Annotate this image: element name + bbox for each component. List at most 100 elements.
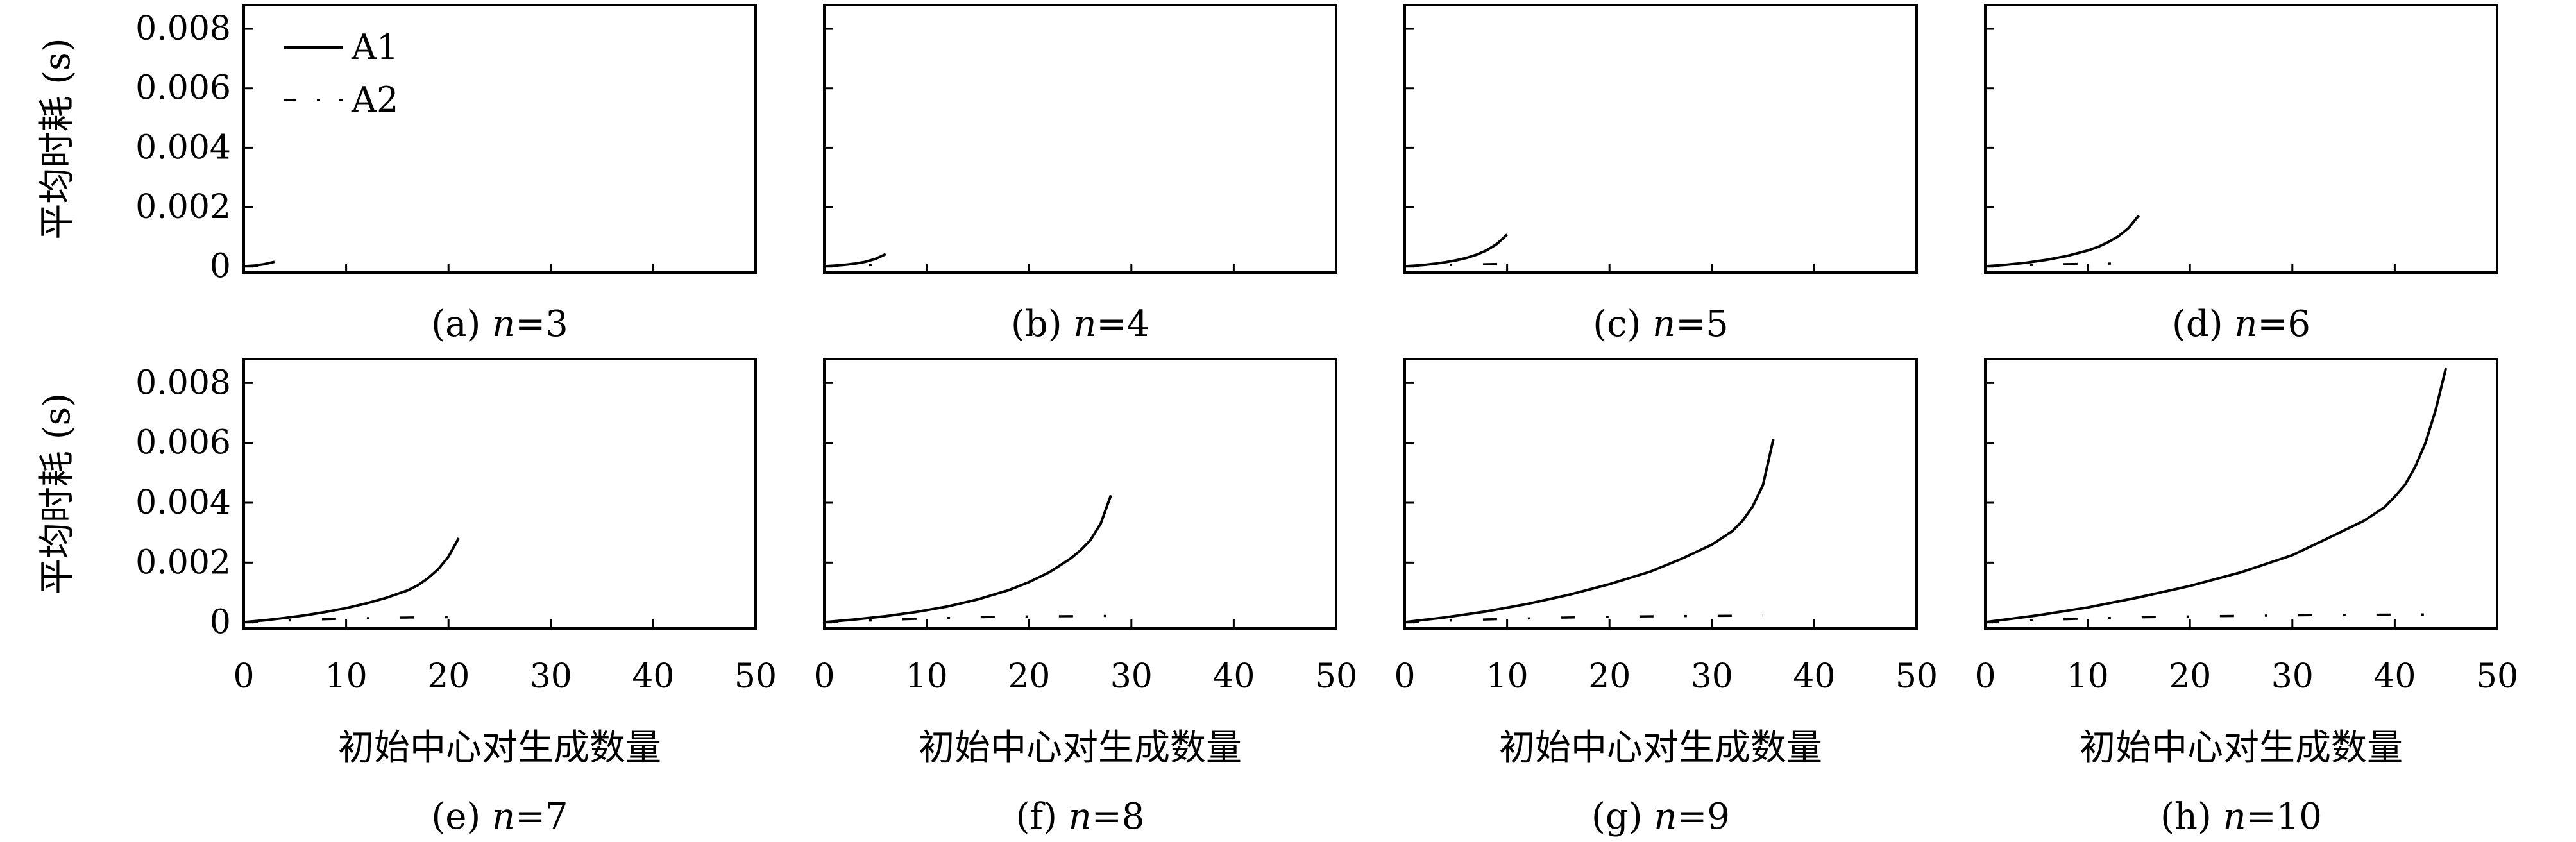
panel-caption: (h) n=10	[2160, 796, 2322, 838]
series-line-a2	[824, 264, 886, 268]
caption-prefix: (h)	[2160, 796, 2223, 838]
caption-prefix: (e)	[431, 796, 492, 838]
panel-caption: (c) n=5	[1593, 303, 1729, 345]
x-tick-label: 40	[1212, 657, 1255, 696]
series-line-a1	[824, 253, 886, 268]
x-axis-title: 初始中心对生成数量	[338, 727, 661, 769]
series-line-a1	[1404, 439, 1775, 624]
panel-caption: (g) n=9	[1591, 796, 1730, 838]
chart-panel-5: 0 10 20 30 40 50 初始中心对生成数量 (f) n=8	[813, 358, 1357, 838]
x-tick-label: 10	[906, 657, 948, 696]
x-tick-label: 30	[530, 657, 572, 696]
chart-panel-4: 0.008 0.006 0.004 0.002 00 10 20 30 40 50 平均时耗 (s)…	[37, 358, 777, 838]
caption-value: =3	[515, 303, 568, 345]
y-tick-label: 0	[210, 248, 231, 286]
caption-value: =9	[1677, 796, 1730, 838]
x-tick-label: 50	[1315, 657, 1357, 696]
caption-variable: n	[492, 796, 515, 838]
chart-panel-2: (c) n=5	[1403, 4, 1918, 345]
caption-variable: n	[2234, 303, 2257, 345]
series-line-a2	[1985, 613, 2446, 623]
plot-frame	[823, 358, 1337, 630]
series-line-a1	[1985, 367, 2448, 624]
caption-prefix: (b)	[1011, 303, 1073, 345]
y-tick-label: 0.008	[135, 10, 231, 48]
caption-variable: n	[1654, 796, 1677, 838]
y-axis-title: 平均时耗 (s)	[37, 393, 78, 594]
x-tick-label: 30	[1110, 657, 1153, 696]
x-tick-label: 40	[1793, 657, 1835, 696]
legend-label-a1: A1	[351, 27, 398, 67]
caption-value: =5	[1675, 303, 1729, 345]
plot-frame	[1403, 358, 1918, 630]
caption-variable: n	[2223, 796, 2246, 838]
y-tick-label: 0.002	[135, 543, 231, 582]
plot-frame	[1984, 4, 2498, 274]
legend-label-a2: A2	[351, 80, 398, 120]
x-tick-label: 0	[813, 657, 835, 696]
y-tick-label: 0.002	[135, 188, 231, 226]
x-tick-label: 0	[233, 657, 254, 696]
y-tick-label: 0.006	[135, 69, 231, 108]
caption-prefix: (a)	[431, 303, 492, 345]
plot-frame	[1403, 4, 1918, 274]
caption-value: =6	[2257, 303, 2310, 345]
series-line-a2	[1404, 262, 1507, 268]
series-line-a2	[243, 264, 264, 268]
caption-value: =8	[1092, 796, 1145, 838]
caption-value: =7	[515, 796, 568, 838]
x-tick-label: 20	[1008, 657, 1050, 696]
x-tick-label: 0	[1974, 657, 1996, 696]
panel-caption: (e) n=7	[431, 796, 568, 838]
caption-variable: n	[1073, 303, 1096, 345]
x-tick-label: 10	[2067, 657, 2109, 696]
y-tick-label: 0.004	[135, 128, 231, 167]
y-tick-label: 0.008	[135, 364, 231, 402]
series-line-a1	[243, 537, 460, 624]
y-axis-title: 平均时耗 (s)	[37, 38, 78, 239]
series-line-a1	[1985, 214, 2140, 268]
caption-prefix: (g)	[1591, 796, 1654, 838]
panel-caption: (f) n=8	[1016, 796, 1145, 838]
plot-frame	[1984, 358, 2498, 630]
caption-prefix: (d)	[2172, 303, 2234, 345]
caption-prefix: (f)	[1016, 796, 1069, 838]
chart-panel-1: (b) n=4	[823, 4, 1337, 345]
panel-caption: (a) n=3	[431, 303, 568, 345]
x-tick-label: 50	[734, 657, 777, 696]
series-line-a1	[824, 494, 1112, 624]
x-axis-title: 初始中心对生成数量	[919, 727, 1242, 769]
panel-caption: (b) n=4	[1011, 303, 1149, 345]
y-tick-label: 0	[210, 603, 231, 642]
x-tick-label: 40	[632, 657, 674, 696]
x-tick-label: 20	[427, 657, 470, 696]
caption-variable: n	[1069, 796, 1092, 838]
plot-frame	[242, 358, 757, 630]
x-axis-title: 初始中心对生成数量	[1499, 727, 1822, 769]
panel-caption: (d) n=6	[2172, 303, 2310, 345]
y-tick-label: 0.006	[135, 424, 231, 462]
x-tick-label: 20	[2169, 657, 2211, 696]
x-tick-label: 10	[1486, 657, 1529, 696]
x-axis-title: 初始中心对生成数量	[2080, 727, 2403, 769]
x-tick-label: 50	[2476, 657, 2518, 696]
x-tick-label: 20	[1588, 657, 1631, 696]
caption-value: =4	[1096, 303, 1149, 345]
x-tick-label: 10	[325, 657, 368, 696]
x-tick-label: 50	[1895, 657, 1938, 696]
chart-panel-7: 0 10 20 30 40 50 初始中心对生成数量 (h) n=10	[1974, 358, 2518, 838]
chart-panel-3: (d) n=6	[1984, 4, 2498, 345]
caption-variable: n	[1652, 303, 1675, 345]
chart-panel-6: 0 10 20 30 40 50 初始中心对生成数量 (g) n=9	[1394, 358, 1938, 838]
x-tick-label: 30	[2271, 657, 2314, 696]
x-tick-label: 30	[1691, 657, 1733, 696]
plot-frame	[823, 4, 1337, 274]
series-line-a1	[1404, 233, 1508, 268]
x-tick-label: 40	[2373, 657, 2416, 696]
y-tick-label: 0.004	[135, 484, 231, 522]
plot-frame	[242, 4, 757, 274]
caption-prefix: (c)	[1593, 303, 1652, 345]
